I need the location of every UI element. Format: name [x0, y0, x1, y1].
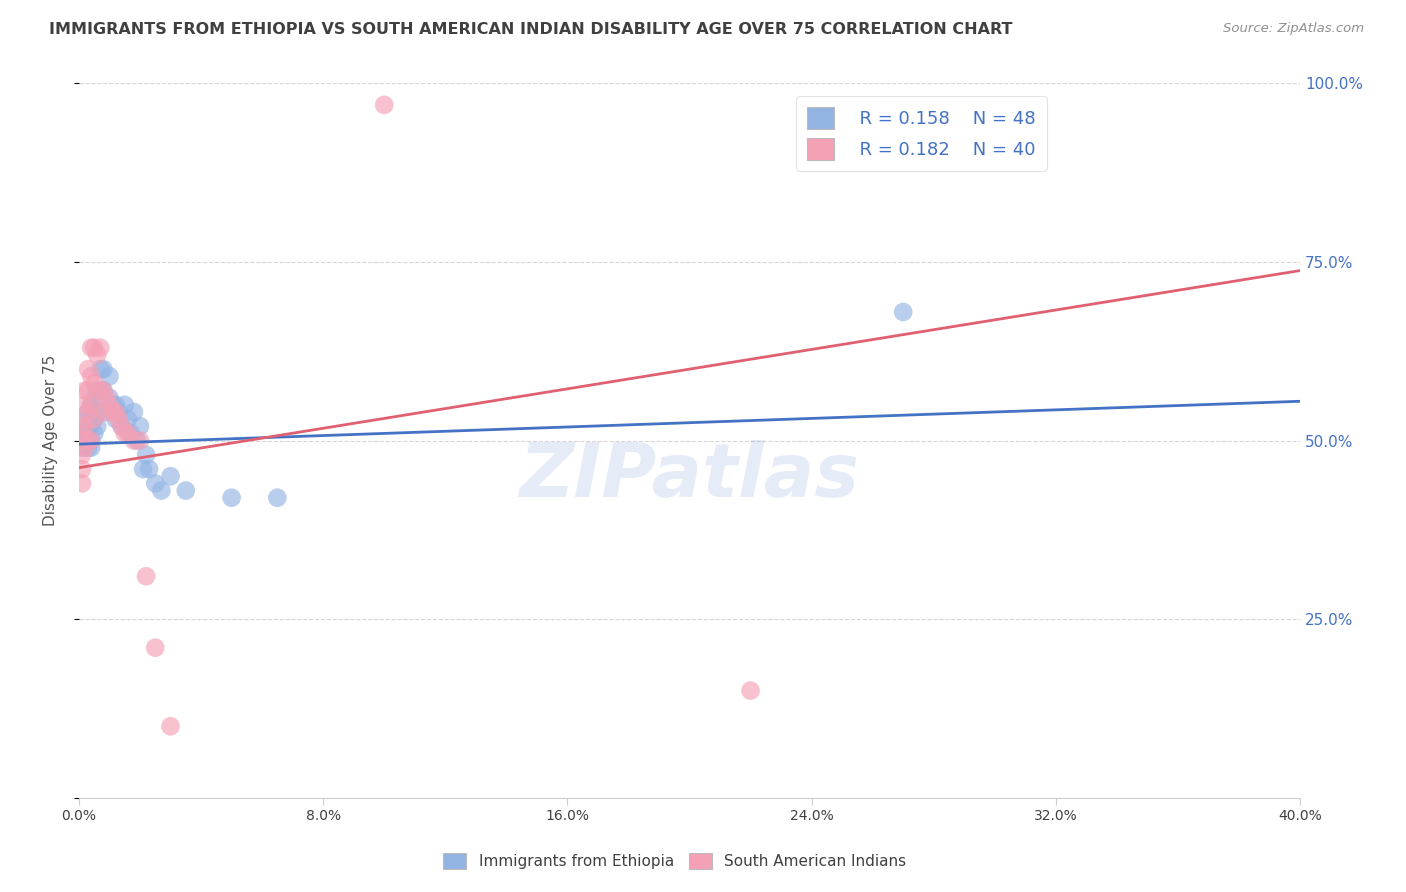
Point — [266, 491, 288, 505]
Point — [73, 441, 96, 455]
Point — [120, 426, 142, 441]
Point — [80, 369, 103, 384]
Point — [77, 405, 100, 419]
Point — [129, 434, 152, 448]
Point — [77, 434, 100, 448]
Point — [73, 426, 96, 441]
Point — [221, 491, 243, 505]
Point — [89, 341, 111, 355]
Point — [73, 384, 96, 398]
Point — [107, 412, 129, 426]
Point — [135, 448, 157, 462]
Point — [373, 98, 395, 112]
Point — [111, 419, 134, 434]
Point — [101, 405, 124, 419]
Point — [143, 476, 166, 491]
Point — [83, 412, 105, 426]
Text: ZIPatlas: ZIPatlas — [519, 440, 859, 513]
Point — [114, 398, 136, 412]
Point — [77, 419, 100, 434]
Point — [143, 640, 166, 655]
Point — [83, 376, 105, 391]
Point — [83, 391, 105, 405]
Point — [77, 434, 100, 448]
Point — [135, 569, 157, 583]
Point — [117, 426, 139, 441]
Point — [70, 434, 93, 448]
Point — [77, 441, 100, 455]
Point — [77, 384, 100, 398]
Point — [96, 391, 118, 405]
Point — [104, 412, 127, 426]
Point — [86, 419, 108, 434]
Point — [104, 405, 127, 419]
Point — [111, 419, 134, 434]
Point — [104, 398, 127, 412]
Text: IMMIGRANTS FROM ETHIOPIA VS SOUTH AMERICAN INDIAN DISABILITY AGE OVER 75 CORRELA: IMMIGRANTS FROM ETHIOPIA VS SOUTH AMERIC… — [49, 22, 1012, 37]
Point — [107, 405, 129, 419]
Point — [93, 384, 115, 398]
Point — [77, 362, 100, 376]
Point — [159, 719, 181, 733]
Point — [70, 448, 93, 462]
Point — [98, 391, 121, 405]
Point — [70, 426, 93, 441]
Point — [83, 412, 105, 426]
Point — [70, 419, 93, 434]
Point — [114, 426, 136, 441]
Point — [89, 384, 111, 398]
Point — [80, 434, 103, 448]
Point — [98, 398, 121, 412]
Point — [80, 441, 103, 455]
Point — [150, 483, 173, 498]
Point — [73, 398, 96, 412]
Point — [73, 441, 96, 455]
Point — [138, 462, 160, 476]
Point — [740, 683, 762, 698]
Point — [96, 405, 118, 419]
Legend: Immigrants from Ethiopia, South American Indians: Immigrants from Ethiopia, South American… — [437, 847, 912, 875]
Point — [86, 384, 108, 398]
Point — [73, 412, 96, 426]
Point — [70, 476, 93, 491]
Point — [80, 341, 103, 355]
Point — [70, 434, 93, 448]
Point — [89, 384, 111, 398]
Point — [83, 426, 105, 441]
Point — [73, 419, 96, 434]
Point — [129, 419, 152, 434]
Point — [117, 412, 139, 426]
Point — [80, 398, 103, 412]
Point — [89, 362, 111, 376]
Point — [83, 341, 105, 355]
Point — [891, 305, 914, 319]
Point — [80, 434, 103, 448]
Point — [174, 483, 197, 498]
Point — [93, 362, 115, 376]
Point — [159, 469, 181, 483]
Point — [70, 462, 93, 476]
Point — [80, 398, 103, 412]
Point — [122, 405, 145, 419]
Point — [80, 419, 103, 434]
Legend:   R = 0.158    N = 48,   R = 0.182    N = 40: R = 0.158 N = 48, R = 0.182 N = 40 — [796, 96, 1047, 170]
Point — [86, 348, 108, 362]
Y-axis label: Disability Age Over 75: Disability Age Over 75 — [44, 355, 58, 526]
Point — [122, 434, 145, 448]
Point — [125, 434, 148, 448]
Point — [98, 369, 121, 384]
Point — [132, 462, 155, 476]
Point — [101, 398, 124, 412]
Point — [77, 405, 100, 419]
Point — [93, 405, 115, 419]
Point — [93, 384, 115, 398]
Point — [70, 441, 93, 455]
Point — [86, 405, 108, 419]
Text: Source: ZipAtlas.com: Source: ZipAtlas.com — [1223, 22, 1364, 36]
